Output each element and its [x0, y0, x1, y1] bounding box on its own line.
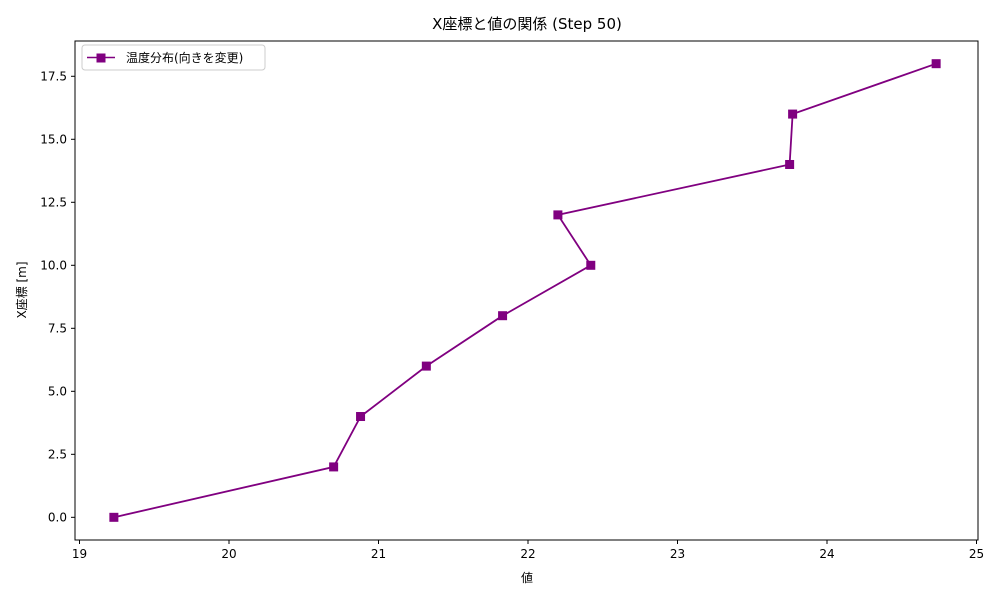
data-point — [788, 109, 798, 119]
data-point — [356, 412, 366, 422]
legend-marker — [96, 53, 106, 63]
y-axis-ticks: 0.0 2.5 5.0 7.5 10.0 12.5 15.0 17.5 — [40, 69, 75, 524]
x-axis-label: 値 — [521, 570, 533, 585]
legend-box — [81, 44, 266, 71]
data-point — [931, 59, 941, 69]
x-axis-ticks: 19 20 21 22 23 24 25 — [72, 540, 984, 561]
y-tick-label: 15.0 — [40, 132, 67, 146]
data-point — [109, 512, 119, 522]
y-tick-label: 12.5 — [40, 195, 67, 209]
y-tick-label: 0.0 — [48, 510, 67, 524]
y-axis-label: X座標 [m] — [14, 261, 29, 318]
y-tick-label: 10.0 — [40, 258, 67, 272]
series-line — [113, 62, 937, 519]
y-tick-label: 5.0 — [48, 384, 67, 398]
legend: 温度分布(向きを変更) — [81, 44, 266, 71]
plot-frame — [74, 40, 979, 541]
chart-title: X座標と値の関係 (Step 50) — [432, 15, 622, 33]
x-tick-label: 24 — [819, 547, 834, 561]
data-point — [329, 462, 339, 472]
data-point — [553, 210, 563, 220]
y-tick-label: 2.5 — [48, 447, 67, 461]
x-tick-label: 22 — [520, 547, 535, 561]
x-tick-label: 20 — [221, 547, 236, 561]
data-point — [785, 159, 795, 169]
x-tick-label: 19 — [72, 547, 87, 561]
y-tick-label: 7.5 — [48, 321, 67, 335]
data-point — [421, 361, 431, 371]
series-layer — [109, 59, 941, 522]
x-tick-label: 21 — [371, 547, 386, 561]
x-tick-label: 23 — [670, 547, 685, 561]
data-point — [498, 311, 508, 321]
legend-label: 温度分布(向きを変更) — [126, 50, 243, 65]
data-point — [586, 260, 596, 270]
x-tick-label: 25 — [969, 547, 984, 561]
y-tick-label: 17.5 — [40, 69, 67, 83]
